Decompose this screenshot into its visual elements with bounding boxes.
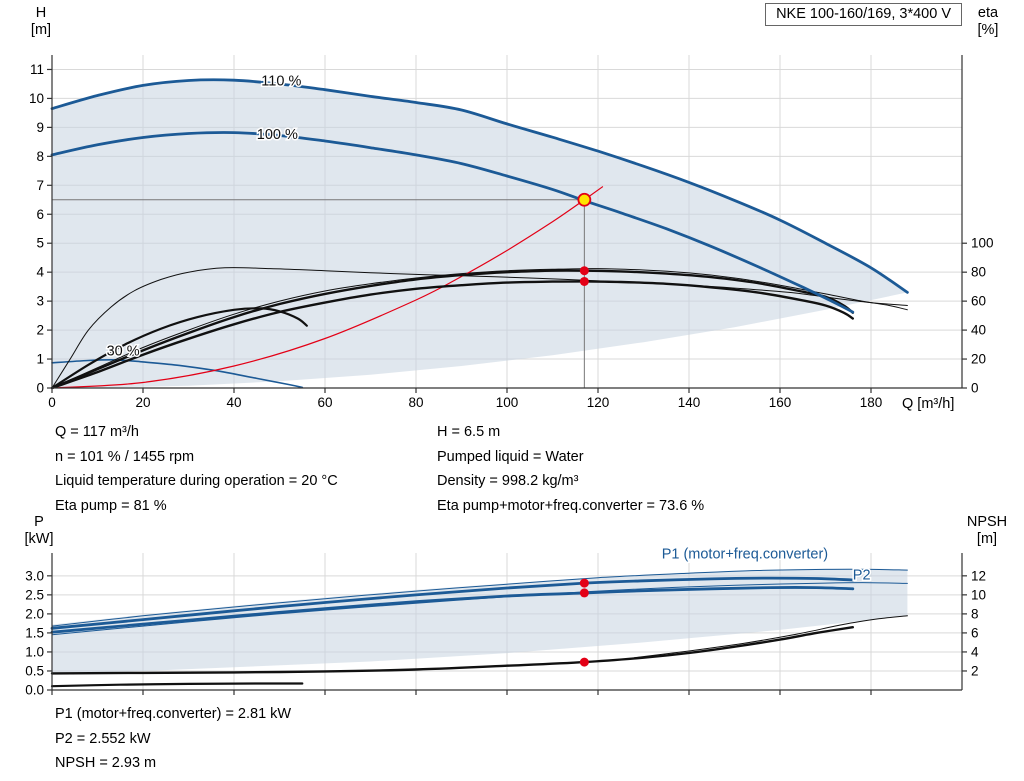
h-axis-unit: [m]	[30, 22, 52, 38]
p2-curve-curve	[50, 586, 855, 634]
y-right-tick-label: 0	[971, 381, 979, 396]
system-curve-curve	[51, 186, 604, 389]
curve-label: P1 (motor+freq.converter)	[662, 547, 828, 563]
y-tick-label: 8	[36, 149, 44, 164]
y-tick-label: 0.0	[25, 683, 44, 698]
y-right-tick-label: 10	[971, 587, 986, 602]
power-info: P1 (motor+freq.converter) = 2.81 kW P2 =…	[55, 702, 291, 776]
x-tick-label: 140	[678, 395, 701, 410]
curve-label: 100 %	[257, 127, 298, 143]
info-line-npsh: NPSH = 2.93 m	[55, 755, 157, 771]
y-right-tick-label: 2	[971, 663, 979, 678]
hq-chart: 110 % 100 % 30 % 0 1 2 3 4 5 6 7 8 9 10 11 0 20 40 60 80 100…	[29, 55, 994, 410]
npsh-thin-curve	[633, 615, 908, 659]
info-line-eta-total: Eta pump+motor+freq.converter = 73.6 %	[437, 497, 705, 514]
y-tick-label: 4	[36, 265, 44, 280]
y-tick-label: 7	[36, 178, 44, 193]
y-right-tick-label: 40	[971, 323, 986, 338]
x-tick-label: 180	[860, 395, 883, 410]
npsh-axis-title: NPSH [m]	[958, 514, 1016, 548]
y-tick-label: 0	[36, 381, 44, 396]
info-line-temperature: Liquid temperature during operation = 20…	[55, 473, 338, 489]
value-marker	[579, 266, 589, 276]
curve-label: 110 %	[261, 73, 301, 89]
x-tick-label: 160	[769, 395, 792, 410]
y-right-tick-label: 20	[971, 352, 986, 367]
eta-axis-unit: [%]	[977, 22, 999, 38]
pump-title-box: NKE 100-160/169, 3*400 V	[765, 3, 962, 26]
p-axis-unit: [kW]	[24, 531, 54, 547]
info-line-h: H = 6.5 m	[437, 424, 501, 440]
y-tick-label: 11	[30, 62, 44, 77]
p-axis-title: P [kW]	[14, 514, 64, 548]
npsh-curve-curve	[50, 626, 854, 675]
y-tick-label: 2.5	[25, 587, 44, 602]
info-line-p1: P1 (motor+freq.converter) = 2.81 kW	[55, 706, 292, 722]
duty-point-marker	[577, 192, 592, 207]
value-marker	[579, 657, 589, 667]
y-tick-label: 3	[36, 294, 44, 309]
x-tick-label: 60	[317, 395, 332, 410]
x-tick-label: 40	[226, 395, 241, 410]
x-tick-label: 100	[496, 395, 519, 410]
q-axis-title: Q [m³/h]	[902, 396, 955, 412]
eta-pump-curve	[50, 269, 854, 390]
y-right-tick-label: 8	[971, 606, 979, 621]
y-tick-label: 1	[36, 352, 44, 367]
x-tick-label: 0	[48, 395, 56, 410]
y-tick-label: 10	[29, 91, 44, 106]
eta-thin-a-curve	[51, 267, 908, 389]
info-line-n: n = 101 % / 1455 rpm	[55, 448, 195, 465]
y-right-tick-label: 4	[971, 644, 979, 659]
x-tick-label: 20	[135, 395, 150, 410]
duty-info-left: Q = 117 m³/h n = 101 % / 1455 rpm Liquid…	[55, 420, 338, 518]
info-line-eta-pump: Eta pump = 81 %	[55, 497, 167, 514]
h-axis-name: H	[35, 5, 47, 21]
info-line-q: Q = 117 m³/h	[55, 424, 139, 440]
power-npsh-chart: P1 (motor+freq.converter) P2 0.0 0.5 1.0 1.5 2…	[25, 545, 986, 698]
info-line-p2: P2 = 2.552 kW	[55, 730, 151, 747]
info-line-liquid: Pumped liquid = Water	[437, 448, 584, 465]
x-tick-label: 120	[587, 395, 610, 410]
y-right-tick-label: 80	[971, 265, 986, 280]
p-thin-upper-curve	[51, 568, 908, 627]
x-tick-label: 80	[408, 395, 423, 410]
curve-label: P2	[853, 568, 871, 584]
npsh-axis-unit: [m]	[976, 531, 998, 547]
h-axis-title: H [m]	[18, 5, 64, 39]
y-tick-label: 5	[36, 236, 44, 251]
eta-axis-title: eta [%]	[966, 5, 1010, 39]
curve-label: 30 %	[107, 344, 140, 360]
operating-envelope	[52, 568, 908, 674]
y-right-tick-label: 12	[971, 568, 986, 583]
duty-info-right: H = 6.5 m Pumped liquid = Water Density …	[437, 420, 704, 518]
y-right-tick-label: 6	[971, 625, 979, 640]
npsh-axis-name: NPSH	[966, 514, 1008, 530]
p-low-speed-curve	[50, 682, 304, 688]
y-tick-label: 0.5	[25, 663, 44, 678]
eta-low-speed-curve	[50, 307, 308, 390]
y-tick-label: 1.5	[25, 625, 44, 640]
speed-110-curve	[50, 78, 909, 294]
y-tick-label: 6	[36, 207, 44, 222]
y-tick-label: 2	[36, 323, 44, 338]
p-axis-name: P	[34, 514, 44, 530]
y-tick-label: 2.0	[25, 606, 44, 621]
y-tick-label: 9	[36, 120, 44, 135]
value-marker	[579, 578, 589, 588]
eta-axis-name: eta	[977, 5, 999, 21]
info-line-density: Density = 998.2 kg/m³	[437, 473, 579, 489]
eta-total-curve	[50, 280, 854, 390]
y-right-tick-label: 60	[971, 294, 986, 309]
p1-curve-curve	[50, 576, 855, 630]
y-tick-label: 3.0	[25, 568, 44, 583]
speed-100-curve	[50, 131, 855, 314]
y-tick-label: 1.0	[25, 644, 44, 659]
value-marker	[579, 588, 589, 598]
operating-envelope	[52, 80, 908, 388]
y-right-tick-label: 100	[971, 236, 994, 251]
value-marker	[579, 276, 589, 286]
